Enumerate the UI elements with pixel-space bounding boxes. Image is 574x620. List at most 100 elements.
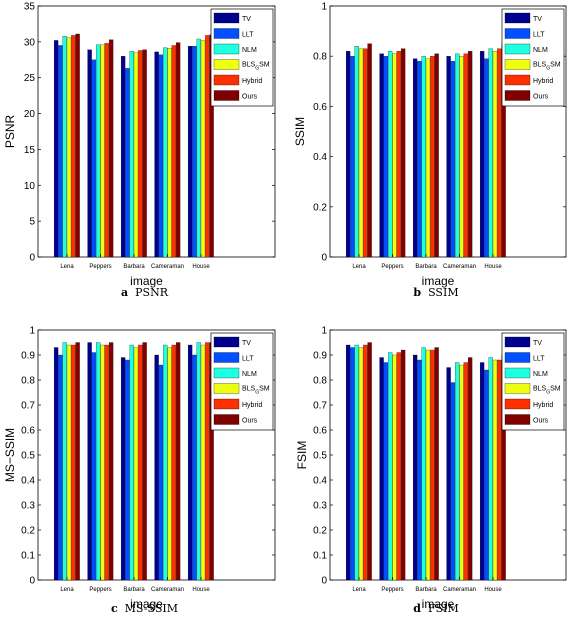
y-tick-label: 0.6 xyxy=(313,102,327,113)
bar-llt-barbara xyxy=(417,359,422,581)
bar-hybrid-house xyxy=(497,359,502,581)
bar-tv-lena xyxy=(53,40,59,258)
legend-label-ours: Ours xyxy=(242,418,258,425)
bar-ours-peppers xyxy=(400,349,406,581)
bar-llt-house xyxy=(484,58,489,258)
bar-nlm-barbara xyxy=(129,51,134,258)
y-tick-label: 0.6 xyxy=(21,426,35,437)
legend-swatch-llt xyxy=(213,352,240,363)
chart-panel-d: 0 0.1 0.2 0.3 0.4 0.5 0.6 0.7 0.8 0.9 1 Lena Peppers… xyxy=(295,326,567,615)
legend-label-tv: TV xyxy=(242,16,251,23)
bar-bls_gsm-barbara xyxy=(425,349,431,581)
bar-tv-house xyxy=(187,46,193,258)
x-axis-title: image xyxy=(422,274,455,288)
bar-nlm-barbara xyxy=(421,347,426,581)
legend-label-nlm: NLM xyxy=(242,47,257,54)
x-tick-label: Peppers xyxy=(89,587,111,593)
panel-caption-text: SSIM xyxy=(428,286,459,299)
bar-llt-barbara xyxy=(125,359,130,581)
bar-bls_gsm-peppers xyxy=(392,354,397,581)
legend-swatch-tv xyxy=(504,336,531,348)
legend-label-nlm: NLM xyxy=(242,371,257,378)
bar-bls_gsm-lena xyxy=(66,344,72,581)
bar-bls_gsm-barbara xyxy=(133,52,139,258)
bar-bls_gsm-peppers xyxy=(100,44,105,258)
y-tick-label: 1 xyxy=(29,326,35,337)
x-tick-label: Cameraman xyxy=(151,264,184,270)
legend-label-llt: LLT xyxy=(533,356,545,363)
bar-bls_gsm-lena xyxy=(358,48,364,258)
panel-caption: d FSIM xyxy=(413,602,458,615)
bar-hybrid-barbara xyxy=(430,56,435,258)
legend-label-ours: Ours xyxy=(533,94,549,101)
legend-swatch-llt xyxy=(504,28,531,39)
legend-swatch-bls_gsm xyxy=(504,59,531,70)
legend-label-hybrid: Hybrid xyxy=(533,402,553,409)
x-tick-label: Barbara xyxy=(123,264,145,270)
x-tick-label: Lena xyxy=(60,264,74,270)
y-axis-title: MS−SSIM xyxy=(3,428,17,482)
y-tick-label: 0.5 xyxy=(313,451,327,462)
legend-swatch-ours xyxy=(504,414,531,425)
bar-bls_gsm-house xyxy=(492,51,498,258)
bar-bls_gsm-lena xyxy=(66,37,72,258)
panel-caption-text: MS-SSIM xyxy=(125,602,178,615)
bar-ours-lena xyxy=(367,43,372,258)
y-tick-label: 25 xyxy=(24,73,36,84)
x-tick-label: Barbara xyxy=(415,264,437,270)
bar-nlm-lena xyxy=(354,344,359,581)
bar-nlm-peppers xyxy=(96,342,101,581)
legend-label-bls-gsm: BLSGSM xyxy=(533,386,561,396)
chart-panel-c: 0 0.1 0.2 0.3 0.4 0.5 0.6 0.7 0.8 0.9 1 Lena Peppers… xyxy=(3,326,276,615)
x-axis-title: image xyxy=(422,597,455,611)
legend-label-hybrid: Hybrid xyxy=(242,78,262,85)
legend-label-hybrid: Hybrid xyxy=(242,402,262,409)
legend-label-hybrid: Hybrid xyxy=(533,78,553,85)
y-tick-label: 0.2 xyxy=(313,526,327,537)
legend-box xyxy=(210,332,274,431)
y-tick-label: 0 xyxy=(29,576,35,587)
y-tick-label: 0 xyxy=(321,576,327,587)
chart-panel-a: 0 5 10 15 20 25 30 35 Lena Peppers Barbara Camerama… xyxy=(3,2,276,299)
x-tick-label: Lena xyxy=(352,264,366,270)
panel-letter: b xyxy=(413,286,421,299)
bar-hybrid-house xyxy=(205,342,210,581)
x-tick-label: Cameraman xyxy=(151,587,184,593)
bar-tv-barbara xyxy=(120,357,126,581)
bar-bls_gsm-cameraman xyxy=(167,48,172,258)
bar-nlm-house xyxy=(488,48,493,258)
bar-llt-barbara xyxy=(417,61,422,258)
bar-hybrid-house xyxy=(205,35,210,258)
legend: TV LLT NLM BLSGSM Hybrid Ours xyxy=(210,332,274,431)
bar-nlm-peppers xyxy=(388,51,393,258)
legend-label-tv: TV xyxy=(533,340,542,347)
legend-swatch-tv xyxy=(213,12,240,24)
legend-swatch-tv xyxy=(213,336,240,348)
x-tick-label: Barbara xyxy=(415,587,437,593)
bar-tv-lena xyxy=(345,51,351,258)
x-tick-label: Lena xyxy=(60,587,74,593)
panel-caption: b SSIM xyxy=(413,286,458,299)
bar-llt-peppers xyxy=(383,362,389,581)
bar-bls_gsm-cameraman xyxy=(459,364,464,581)
bar-bls_gsm-peppers xyxy=(392,53,397,258)
bar-tv-house xyxy=(479,362,485,581)
x-tick-label: Barbara xyxy=(123,587,145,593)
bar-hybrid-lena xyxy=(71,35,76,258)
legend-swatch-hybrid xyxy=(504,74,531,86)
bar-llt-cameraman xyxy=(158,54,164,258)
bar-bls_gsm-barbara xyxy=(133,347,139,581)
bar-bls_gsm-cameraman xyxy=(167,347,172,581)
legend-swatch-hybrid xyxy=(213,398,240,410)
legend-label-llt: LLT xyxy=(242,356,254,363)
panel-letter: c xyxy=(111,602,118,615)
x-tick-label: House xyxy=(484,587,502,593)
x-tick-label: Peppers xyxy=(89,264,111,270)
legend-swatch-bls_gsm xyxy=(213,59,240,70)
legend-box xyxy=(501,332,565,431)
legend-box xyxy=(501,8,565,107)
bar-llt-lena xyxy=(350,347,355,581)
bar-ours-barbara xyxy=(434,53,439,258)
legend-swatch-ours xyxy=(213,414,240,425)
legend-label-nlm: NLM xyxy=(533,371,548,378)
